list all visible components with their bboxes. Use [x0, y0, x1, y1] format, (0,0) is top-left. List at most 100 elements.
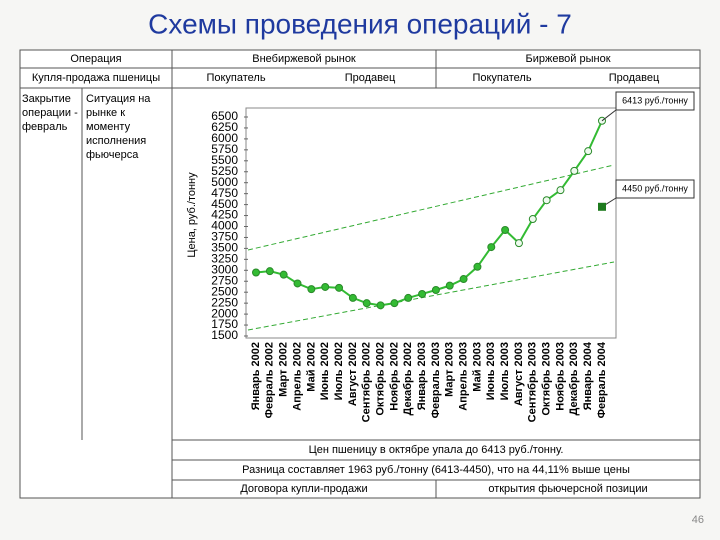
y-tick-label: 5500 — [211, 153, 238, 167]
y-tick-label: 4500 — [211, 197, 238, 211]
x-tick-label: Март 2003 — [444, 342, 456, 397]
y-tick-label: 1750 — [211, 317, 238, 331]
price-point — [307, 285, 316, 294]
price-point — [335, 283, 344, 292]
x-tick-label: Май 2003 — [471, 342, 483, 392]
y-tick-label: 6500 — [211, 109, 238, 123]
x-tick-label: Январь 2002 — [250, 342, 262, 410]
y-tick-label: 2750 — [211, 273, 238, 287]
price-point — [514, 239, 523, 248]
x-tick-label: Февраль 2003 — [430, 342, 442, 418]
header-cell: Биржевой рынок — [525, 53, 610, 65]
y-tick-label: 6250 — [211, 120, 238, 134]
y-tick-label: 5250 — [211, 164, 238, 178]
price-point — [265, 267, 274, 276]
y-tick-label: 5750 — [211, 142, 238, 156]
x-tick-label: Июль 2002 — [333, 342, 345, 400]
price-point — [473, 262, 482, 271]
price-point — [376, 301, 385, 310]
subheader-cell: Покупатель — [472, 72, 531, 84]
annotation-label: 6413 руб./тонну — [622, 95, 688, 105]
annotation-leader — [601, 109, 617, 122]
x-tick-label: Декабрь 2003 — [568, 342, 580, 416]
price-point — [528, 215, 537, 224]
page-number: 46 — [692, 514, 704, 526]
footer-cell: открытия фьючерсной позиции — [488, 483, 647, 495]
price-point — [348, 293, 357, 302]
x-tick-label: Ноябрь 2003 — [554, 342, 566, 411]
x-tick-label: Август 2003 — [513, 342, 525, 406]
y-tick-label: 6000 — [211, 131, 238, 145]
y-tick-label: 1500 — [211, 328, 238, 342]
price-point — [556, 186, 565, 195]
x-tick-label: Ноябрь 2002 — [388, 342, 400, 411]
price-point — [404, 293, 413, 302]
price-point — [584, 147, 593, 156]
subheader-cell: Купля-продажа пшеницы — [32, 72, 160, 84]
header-cell: Операция — [70, 53, 121, 65]
x-tick-label: Февраль 2004 — [596, 341, 608, 418]
x-tick-label: Январь 2003 — [416, 342, 428, 410]
price-point — [293, 279, 302, 288]
y-tick-label: 4000 — [211, 219, 238, 233]
x-tick-label: Октябрь 2003 — [541, 342, 553, 416]
price-point — [418, 289, 427, 298]
trend-lines — [247, 164, 615, 331]
price-point — [390, 299, 399, 308]
x-tick-label: Апрель 2003 — [458, 342, 470, 411]
y-tick-label: 3000 — [211, 262, 238, 276]
price-point — [431, 286, 440, 295]
price-point — [445, 281, 454, 290]
y-tick-label: 3250 — [211, 252, 238, 266]
y-axis-label: Цена, руб./тонну — [186, 172, 198, 258]
annotation-box — [615, 91, 695, 111]
price-point — [459, 275, 468, 284]
price-point — [321, 282, 330, 291]
note: Цен пшеницу в октябре упала до 6413 руб.… — [309, 444, 564, 456]
x-tick-label: Март 2002 — [278, 342, 290, 397]
y-tick-label: 2000 — [211, 306, 238, 320]
slide-title: Схемы проведения операций - 7 — [148, 8, 572, 39]
operation-text: Закрытие операции - февраль — [22, 93, 78, 133]
x-tick-label: Май 2002 — [305, 342, 317, 392]
price-point — [279, 270, 288, 279]
note: Разница составляет 1963 руб./тонну (6413… — [242, 464, 630, 476]
x-tick-label: Июнь 2003 — [485, 342, 497, 400]
x-tick-label: Июль 2003 — [499, 342, 511, 400]
x-tick-label: Январь 2004 — [582, 341, 594, 410]
price-point — [362, 299, 371, 308]
y-tick-label: 3750 — [211, 230, 238, 244]
y-tick-label: 2250 — [211, 295, 238, 309]
plot-area — [245, 107, 617, 339]
futures-point — [598, 202, 606, 211]
price-point — [501, 226, 510, 235]
annotation-box — [615, 179, 695, 199]
price-point — [252, 268, 260, 277]
price-point — [487, 243, 496, 252]
x-tick-label: Декабрь 2002 — [402, 342, 414, 416]
y-tick-label: 4750 — [211, 186, 238, 200]
y-tick-label: 4250 — [211, 208, 238, 222]
header-cell: Внебиржевой рынок — [252, 53, 356, 65]
price-point — [570, 166, 579, 175]
price-point — [542, 196, 551, 205]
x-tick-label: Август 2002 — [347, 342, 359, 406]
subheader-cell: Продавец — [609, 72, 660, 84]
x-tick-label: Февраль 2002 — [264, 342, 276, 418]
situation-text: Ситуация на рынке к моменту исполнения ф… — [86, 93, 151, 161]
subheader-cell: Покупатель — [206, 72, 265, 84]
x-tick-label: Сентябрь 2002 — [361, 342, 373, 422]
footer-cell: Договора купли-продажи — [240, 483, 367, 495]
y-tick-label: 5000 — [211, 175, 238, 189]
operation-cell: Закрытие операции - февраль — [22, 93, 78, 133]
y-tick-label: 2500 — [211, 284, 238, 298]
subheader-cell: Продавец — [345, 72, 396, 84]
y-tick-label: 3500 — [211, 241, 238, 255]
x-tick-label: Сентябрь 2003 — [527, 342, 539, 422]
x-tick-label: Октябрь 2002 — [374, 342, 386, 416]
annotation-label: 4450 руб./тонну — [622, 183, 688, 193]
situation-cell: Ситуация на рынке к моменту исполнения ф… — [86, 93, 151, 161]
x-tick-label: Апрель 2002 — [291, 342, 303, 411]
x-tick-label: Июнь 2002 — [319, 342, 331, 400]
